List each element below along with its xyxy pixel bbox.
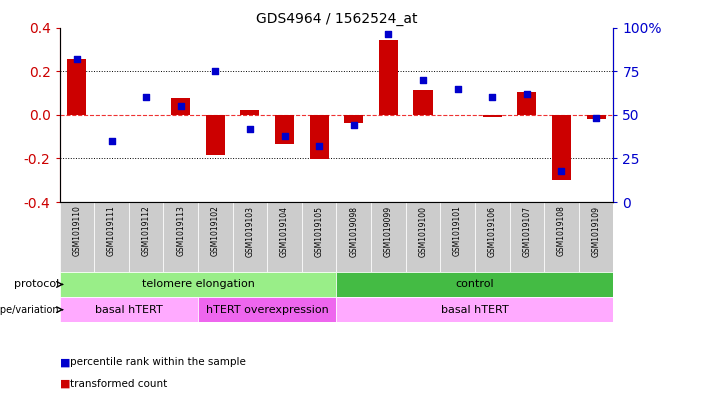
Text: GSM1019102: GSM1019102 <box>211 206 220 256</box>
Bar <box>414 90 433 115</box>
Bar <box>60 297 198 322</box>
Text: GSM1019113: GSM1019113 <box>176 206 185 256</box>
Point <box>245 126 256 132</box>
Text: protocol: protocol <box>14 279 60 290</box>
Point <box>486 94 498 101</box>
Bar <box>240 110 259 115</box>
Bar <box>344 115 363 123</box>
Text: GSM1019099: GSM1019099 <box>384 206 393 257</box>
Point <box>140 94 151 101</box>
Title: GDS4964 / 1562524_at: GDS4964 / 1562524_at <box>256 13 417 26</box>
Text: basal hTERT: basal hTERT <box>441 305 509 315</box>
Text: GSM1019108: GSM1019108 <box>557 206 566 256</box>
Bar <box>302 202 336 272</box>
Text: basal hTERT: basal hTERT <box>95 305 163 315</box>
Bar <box>336 202 371 272</box>
Bar <box>552 115 571 180</box>
Bar <box>198 297 336 322</box>
Bar <box>587 115 606 119</box>
Point <box>106 138 117 144</box>
Point <box>175 103 186 109</box>
Bar <box>371 202 406 272</box>
Text: GSM1019107: GSM1019107 <box>522 206 531 257</box>
Text: GSM1019105: GSM1019105 <box>315 206 324 257</box>
Text: transformed count: transformed count <box>70 379 168 389</box>
Text: ■: ■ <box>60 379 70 389</box>
Bar <box>233 202 267 272</box>
Text: telomere elongation: telomere elongation <box>142 279 254 290</box>
Point <box>72 56 83 62</box>
Bar <box>67 59 86 115</box>
Text: GSM1019103: GSM1019103 <box>245 206 254 257</box>
Bar <box>440 202 475 272</box>
Bar <box>544 202 579 272</box>
Bar <box>517 92 536 115</box>
Point <box>417 77 428 83</box>
Bar <box>171 98 190 115</box>
Text: GSM1019098: GSM1019098 <box>349 206 358 257</box>
Text: GSM1019111: GSM1019111 <box>107 206 116 256</box>
Point <box>383 31 394 38</box>
Text: GSM1019106: GSM1019106 <box>488 206 497 257</box>
Text: GSM1019104: GSM1019104 <box>280 206 289 257</box>
Text: control: control <box>456 279 494 290</box>
Point <box>556 167 567 174</box>
Bar <box>267 202 302 272</box>
Point <box>452 85 463 92</box>
Text: GSM1019109: GSM1019109 <box>592 206 601 257</box>
Text: GSM1019110: GSM1019110 <box>72 206 81 256</box>
Bar <box>60 202 94 272</box>
Text: GSM1019101: GSM1019101 <box>453 206 462 256</box>
Bar <box>275 115 294 144</box>
Bar <box>336 272 613 297</box>
Text: GSM1019112: GSM1019112 <box>142 206 151 256</box>
Point <box>279 132 290 139</box>
Text: GSM1019100: GSM1019100 <box>418 206 428 257</box>
Point <box>313 143 325 149</box>
Bar <box>336 297 613 322</box>
Bar <box>60 272 336 297</box>
Bar <box>94 202 129 272</box>
Bar <box>475 202 510 272</box>
Bar <box>579 202 613 272</box>
Text: percentile rank within the sample: percentile rank within the sample <box>70 358 246 367</box>
Bar <box>406 202 440 272</box>
Bar <box>163 202 198 272</box>
Point <box>348 122 360 129</box>
Text: genotype/variation: genotype/variation <box>0 305 60 315</box>
Text: ■: ■ <box>60 358 70 367</box>
Bar <box>510 202 544 272</box>
Bar <box>483 115 502 117</box>
Bar <box>129 202 163 272</box>
Point <box>210 68 221 74</box>
Bar <box>206 115 225 155</box>
Bar <box>379 40 398 115</box>
Point <box>522 91 533 97</box>
Bar <box>310 115 329 160</box>
Bar <box>198 202 233 272</box>
Text: hTERT overexpression: hTERT overexpression <box>206 305 329 315</box>
Point <box>590 115 601 121</box>
